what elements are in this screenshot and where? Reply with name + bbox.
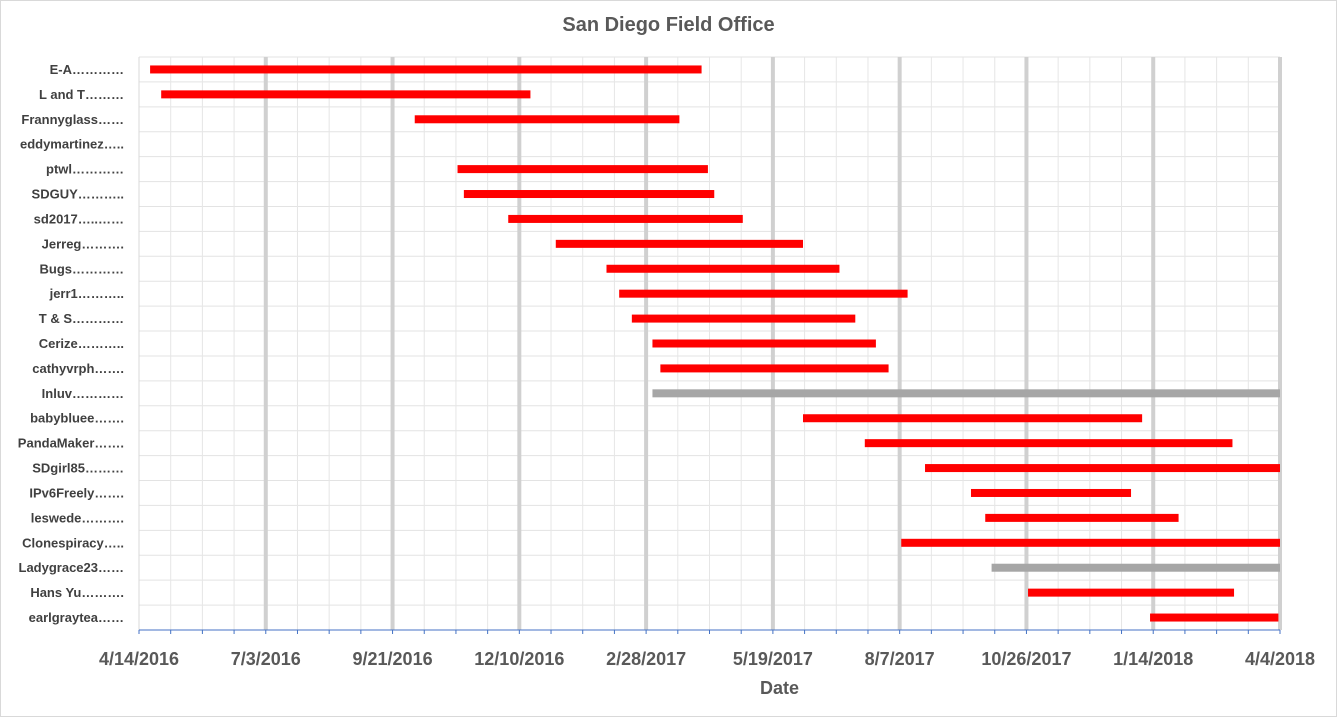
task-label: SDGUY……….. [32, 187, 124, 202]
task-label: Jerreg………. [42, 236, 124, 251]
task-bar [864, 439, 1233, 448]
task-bar [925, 464, 1280, 473]
task-label: PandaMaker……. [18, 436, 124, 451]
task-label: Hans Yu………. [30, 585, 124, 600]
task-bar [606, 264, 840, 273]
task-bar [414, 115, 680, 124]
task-bar [508, 214, 743, 223]
chart-title: San Diego Field Office [562, 14, 775, 36]
x-tick-label: 4/14/2016 [99, 649, 179, 669]
task-bar [970, 488, 1132, 497]
task-label: cathyvrph……. [32, 361, 124, 376]
x-tick-label: 4/4/2018 [1245, 649, 1315, 669]
task-label: L and T……… [39, 87, 124, 102]
task-label: Cerize……….. [39, 336, 124, 351]
task-label: Inluv………… [42, 386, 124, 401]
task-bar [457, 165, 708, 174]
task-label: earlgraytea…… [29, 610, 124, 625]
task-bar [660, 364, 889, 373]
task-bar [652, 389, 1280, 398]
task-label: Bugs………… [40, 261, 125, 276]
task-bar [150, 65, 702, 74]
task-bar [555, 239, 803, 248]
task-label: T & S………… [39, 311, 124, 326]
task-bar [631, 314, 856, 323]
task-bar [901, 538, 1280, 547]
task-label: Frannyglass…… [21, 112, 124, 127]
task-label: SDgirl85……… [32, 461, 124, 476]
x-tick-label: 9/21/2016 [353, 649, 433, 669]
task-bar [1150, 613, 1279, 622]
task-bar [802, 414, 1143, 423]
task-bar [619, 289, 908, 298]
task-label: sd2017…..…… [34, 211, 124, 226]
task-bar [463, 190, 715, 199]
x-tick-label: 10/26/2017 [981, 649, 1071, 669]
task-bar [1028, 588, 1235, 597]
x-tick-label: 8/7/2017 [865, 649, 935, 669]
task-bar [652, 339, 876, 348]
task-bar [991, 563, 1280, 572]
task-label: leswede………. [31, 510, 124, 525]
task-label: babybluee……. [30, 411, 124, 426]
task-label: E-A………… [50, 62, 124, 77]
x-tick-label: 2/28/2017 [606, 649, 686, 669]
task-label: eddymartinez….. [20, 137, 124, 152]
task-label: jerr1……….. [49, 286, 124, 301]
task-label: Ladygrace23…… [19, 560, 125, 575]
task-label: ptwl………… [46, 162, 124, 177]
x-tick-label: 12/10/2016 [474, 649, 564, 669]
task-label: IPv6Freely……. [29, 485, 124, 500]
x-axis-title: Date [760, 678, 799, 698]
x-tick-label: 1/14/2018 [1113, 649, 1193, 669]
task-bar [985, 513, 1179, 522]
x-tick-label: 7/3/2016 [231, 649, 301, 669]
task-bar [161, 90, 531, 99]
x-tick-label: 5/19/2017 [733, 649, 813, 669]
task-label: Clonespiracy….. [22, 535, 124, 550]
